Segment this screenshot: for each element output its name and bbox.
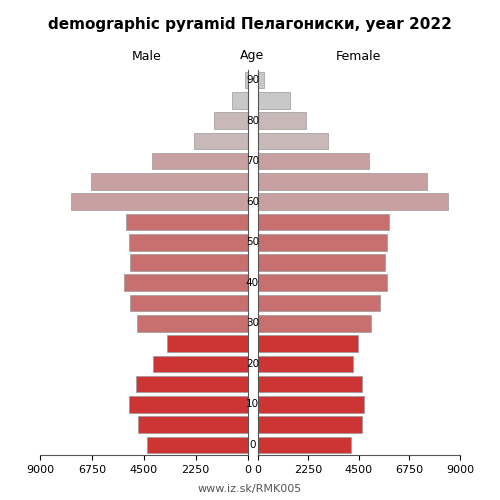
Bar <box>126 214 248 230</box>
Bar <box>258 356 353 372</box>
Text: 0: 0 <box>249 440 256 450</box>
Bar <box>152 153 248 170</box>
Bar <box>232 92 248 108</box>
Text: www.iz.sk/RMK005: www.iz.sk/RMK005 <box>198 484 302 494</box>
Text: 50: 50 <box>246 237 259 247</box>
Text: 30: 30 <box>246 318 259 328</box>
Bar <box>214 112 248 129</box>
Bar <box>258 234 387 250</box>
Text: Age: Age <box>240 50 264 62</box>
Bar <box>130 294 248 312</box>
Bar <box>167 335 248 352</box>
Bar <box>71 194 248 210</box>
Text: 10: 10 <box>246 400 259 409</box>
Bar <box>124 274 248 291</box>
Text: 60: 60 <box>246 196 259 206</box>
Bar <box>129 396 248 412</box>
Bar <box>258 436 351 453</box>
Bar <box>138 416 248 433</box>
Bar <box>130 254 248 271</box>
Bar <box>258 132 328 149</box>
Bar <box>258 416 362 433</box>
Bar <box>258 112 306 129</box>
Bar <box>258 153 369 170</box>
Text: 80: 80 <box>246 116 259 126</box>
Bar <box>136 376 248 392</box>
Text: 20: 20 <box>246 359 259 369</box>
Bar <box>258 294 380 312</box>
Bar <box>258 315 371 332</box>
Bar <box>129 234 248 250</box>
Bar <box>153 356 248 372</box>
Bar <box>258 254 384 271</box>
Text: demographic pyramid Пелагониски, year 2022: demographic pyramid Пелагониски, year 20… <box>48 18 452 32</box>
Bar <box>137 315 248 332</box>
Bar <box>258 173 428 190</box>
Bar <box>147 436 248 453</box>
Bar <box>194 132 248 149</box>
Bar <box>258 214 389 230</box>
Text: 40: 40 <box>246 278 259 288</box>
Bar <box>258 92 290 108</box>
Bar <box>90 173 248 190</box>
Text: Male: Male <box>132 50 161 62</box>
Bar <box>246 72 248 88</box>
Text: Female: Female <box>336 50 382 62</box>
Bar <box>258 194 448 210</box>
Bar <box>258 376 362 392</box>
Bar <box>258 274 387 291</box>
Bar <box>258 335 358 352</box>
Bar <box>258 72 264 88</box>
Text: 90: 90 <box>246 75 259 85</box>
Text: 70: 70 <box>246 156 259 166</box>
Bar <box>258 396 364 412</box>
